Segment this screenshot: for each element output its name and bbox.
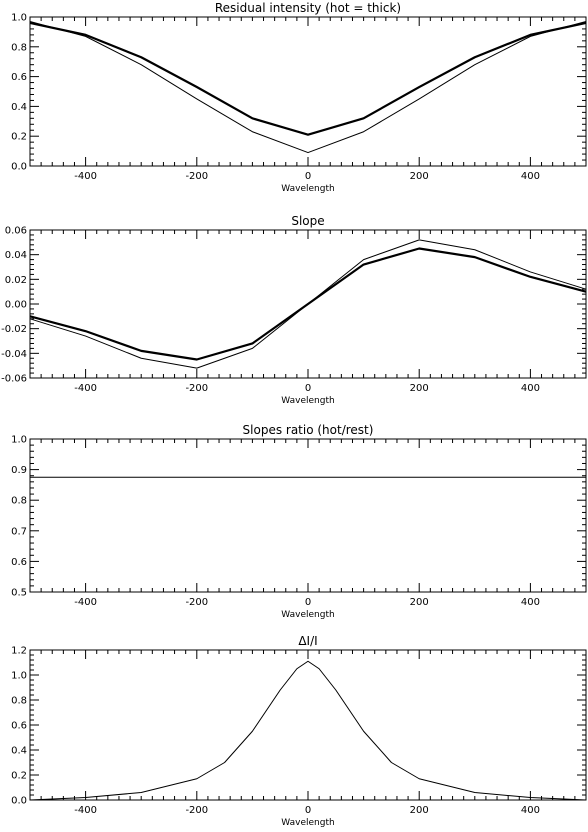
y-tick-label: 0.8 <box>11 42 27 53</box>
x-tick-label: 400 <box>521 805 540 816</box>
x-tick-label: 200 <box>410 383 429 394</box>
y-tick-label: 0.4 <box>11 746 27 757</box>
x-tick-label: 400 <box>521 171 540 182</box>
y-tick-label: 0.6 <box>11 721 27 732</box>
x-axis-label: Wavelength <box>281 818 334 828</box>
chart-title: Slope <box>291 214 324 228</box>
y-tick-label: 0.9 <box>11 465 27 476</box>
y-tick-label: 0.6 <box>11 557 27 568</box>
chart-title: Residual intensity (hot = thick) <box>215 1 401 15</box>
series-line-thin <box>29 660 587 801</box>
x-tick-label: -400 <box>74 805 97 816</box>
y-tick-label: 0.8 <box>11 696 27 707</box>
y-tick-label: 1.2 <box>11 646 27 657</box>
chart-panel-4: ΔI/I -400 -200 0 200 400 0.0 0.2 0.4 0.6 0.8 1.0 1.2… <box>11 634 587 828</box>
x-tick-label: -400 <box>74 383 97 394</box>
x-tick-label: -200 <box>185 171 208 182</box>
series-line-thin <box>29 239 587 369</box>
x-tick-label: -400 <box>74 171 97 182</box>
plot-frame <box>29 438 587 593</box>
x-tick-label: 0 <box>305 805 311 816</box>
x-tick-label: 400 <box>521 597 540 608</box>
y-tick-label: 0.2 <box>11 771 27 782</box>
chart-panel-2: Slope -400 -200 0 200 400 -0.06 -0.04 -0.02 0.00 0… <box>1 214 587 406</box>
x-axis-label: Wavelength <box>281 610 334 620</box>
x-tick-label: 0 <box>305 597 311 608</box>
y-tick-label: 0.06 <box>5 226 27 237</box>
y-tick-label: 0.8 <box>11 496 27 507</box>
chart-title: ΔI/I <box>298 634 317 648</box>
y-tick-label: -0.04 <box>1 349 27 360</box>
y-tick-label: 0.4 <box>11 102 27 113</box>
y-tick-label: 1.0 <box>11 435 27 446</box>
y-tick-label: 1.0 <box>11 13 27 24</box>
series-line-thick <box>29 21 587 136</box>
y-tick-label: -0.02 <box>1 324 27 335</box>
x-tick-label: -200 <box>185 805 208 816</box>
chart-panel-1: Residual intensity (hot = thick) -400 -200… <box>11 1 587 194</box>
x-tick-label: -200 <box>185 383 208 394</box>
x-axis-label: Wavelength <box>281 396 334 406</box>
y-tick-label: 0.0 <box>11 796 27 807</box>
x-tick-label: 0 <box>305 383 311 394</box>
y-tick-label: 0.7 <box>11 526 27 537</box>
chart-panel-3: Slopes ratio (hot/rest) -400 -200 0 200 400 0.… <box>11 423 587 620</box>
x-tick-label: 400 <box>521 383 540 394</box>
y-tick-label: 0.02 <box>5 275 27 286</box>
plot-frame <box>29 16 587 167</box>
plot-frame <box>29 649 587 801</box>
x-axis-label: Wavelength <box>281 184 334 194</box>
x-tick-label: 0 <box>305 171 311 182</box>
x-tick-label: 200 <box>410 171 429 182</box>
x-tick-label: -200 <box>185 597 208 608</box>
y-tick-label: 0.00 <box>5 300 27 311</box>
x-tick-label: 200 <box>410 805 429 816</box>
y-tick-label: 0.0 <box>11 162 27 173</box>
y-tick-label: 0.6 <box>11 72 27 83</box>
chart-title: Slopes ratio (hot/rest) <box>243 423 374 437</box>
x-tick-label: 200 <box>410 597 429 608</box>
x-tick-label: -400 <box>74 597 97 608</box>
y-tick-label: -0.06 <box>1 374 27 385</box>
y-tick-label: 0.5 <box>11 588 27 599</box>
series-line-thin <box>29 20 587 154</box>
y-tick-label: 0.2 <box>11 132 27 143</box>
y-tick-label: 1.0 <box>11 671 27 682</box>
y-tick-label: 0.04 <box>5 250 27 261</box>
